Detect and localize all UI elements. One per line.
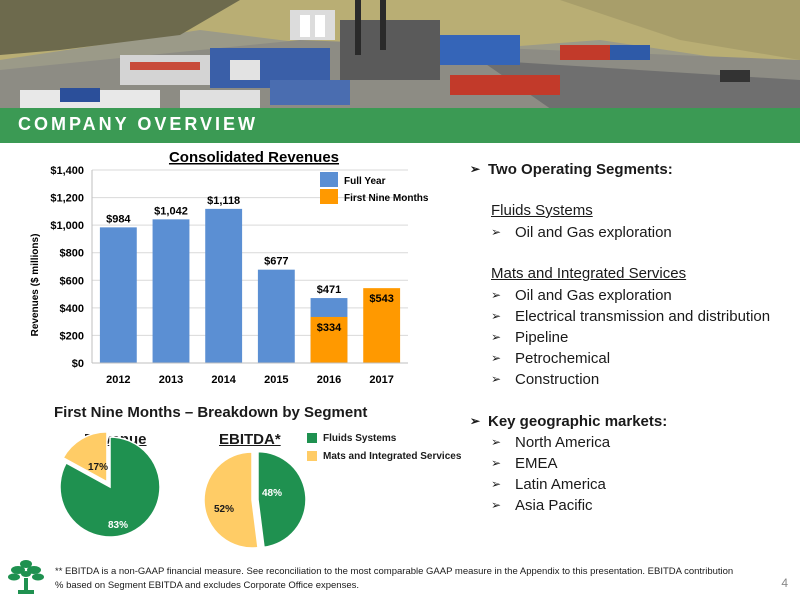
x-tick-label: 2014 xyxy=(211,374,236,386)
bar-label-full-year-2015: $677 xyxy=(264,256,288,268)
market-item: ➢ North America xyxy=(491,432,790,453)
banner-title: COMPANY OVERVIEW xyxy=(18,114,259,134)
hero-photo xyxy=(0,0,800,143)
market-item: ➢ Latin America xyxy=(491,474,790,495)
ebitda-pie-slice-0 xyxy=(257,450,307,549)
arrow-bullet-icon: ➢ xyxy=(491,330,502,344)
mats-item-text: Construction xyxy=(515,371,600,388)
market-item: ➢ EMEA xyxy=(491,453,790,474)
segment-breakdown-title: First Nine Months – Breakdown by Segment xyxy=(54,404,368,421)
legend-swatch-full-year xyxy=(320,172,338,187)
x-tick-label: 2015 xyxy=(264,374,288,386)
y-tick-label: $0 xyxy=(72,358,84,370)
fluids-item-text: Oil and Gas exploration xyxy=(515,224,672,241)
bar-full-year-2012 xyxy=(99,227,137,363)
mats-title: Mats and Integrated Services xyxy=(491,265,687,282)
mats-item: ➢ Pipeline xyxy=(491,327,790,348)
chart-title: Consolidated Revenues xyxy=(169,149,339,166)
mats-item-text: Petrochemical xyxy=(515,350,611,367)
consolidated-revenues-chart: Consolidated Revenues Revenues ($ millio… xyxy=(30,149,429,386)
y-tick-label: $200 xyxy=(60,330,84,342)
arrow-bullet-icon: ➢ xyxy=(491,372,502,386)
y-tick-label: $1,000 xyxy=(50,220,84,232)
revenue-pie-slice-1 xyxy=(62,431,108,484)
footnote: ** EBITDA is a non-GAAP financial measur… xyxy=(55,566,734,591)
x-tick-label: 2016 xyxy=(317,374,341,386)
bar-label-nine-months-2017: $543 xyxy=(369,293,393,305)
markets-heading-text: Key geographic markets: xyxy=(488,412,668,430)
arrow-bullet-icon: ➢ xyxy=(491,477,502,491)
bar-nine-months-2017 xyxy=(363,288,401,363)
bar-nine-months-2016 xyxy=(310,316,348,363)
arrow-bullet-icon: ➢ xyxy=(491,309,502,323)
mats-item: ➢ Construction xyxy=(491,369,790,390)
market-item-text: Latin America xyxy=(515,476,606,493)
legend-fluids: Fluids Systems xyxy=(323,432,397,444)
legend-nine-months: First Nine Months xyxy=(344,193,429,204)
fluids-title: Fluids Systems xyxy=(491,202,593,219)
market-item-text: Asia Pacific xyxy=(515,497,593,514)
y-tick-label: $600 xyxy=(60,275,84,287)
revenue-pie-label-0: 83% xyxy=(108,520,128,531)
chart-y-axis-label: Revenues ($ millions) xyxy=(30,234,41,337)
market-item: ➢ Asia Pacific xyxy=(491,495,790,516)
ebitda-pie-label-1: 52% xyxy=(214,504,234,515)
markets-heading: ➢ Key geographic markets: xyxy=(470,410,790,432)
market-item-text: EMEA xyxy=(515,455,558,472)
x-tick-label: 2017 xyxy=(369,374,393,386)
mats-item: ➢ Electrical transmission and distributio… xyxy=(491,306,790,327)
segments-heading-text: Two Operating Segments: xyxy=(488,160,673,178)
bar-full-year-2014 xyxy=(205,208,243,363)
arrow-bullet-icon: ➢ xyxy=(491,351,502,365)
bar-label-nine-months-2016: $334 xyxy=(317,322,342,334)
segment-legend: Fluids Systems Mats and Integrated Servi… xyxy=(307,430,461,466)
arrow-bullet-icon: ➢ xyxy=(491,225,502,239)
mats-item-text: Oil and Gas exploration xyxy=(515,287,672,304)
legend-swatch-fluids xyxy=(307,433,317,443)
y-tick-label: $400 xyxy=(60,303,84,315)
x-tick-label: 2012 xyxy=(106,374,130,386)
y-tick-label: $1,400 xyxy=(50,165,84,177)
ebitda-pie-label: EBITDA* xyxy=(219,431,281,448)
legend-full-year: Full Year xyxy=(344,176,386,187)
mats-item: ➢ Oil and Gas exploration xyxy=(491,285,790,306)
y-tick-label: $1,200 xyxy=(50,193,84,205)
x-tick-label: 2013 xyxy=(159,374,183,386)
bar-label-full-year-2014: $1,118 xyxy=(207,195,240,207)
mats-item: ➢ Petrochemical xyxy=(491,348,790,369)
operating-segments-panel: ➢ Two Operating Segments: Fluids Systems… xyxy=(470,158,790,516)
tree-logo-icon xyxy=(8,560,44,594)
arrow-bullet-icon: ➢ xyxy=(470,162,481,176)
fluids-item: ➢ Oil and Gas exploration xyxy=(491,222,790,243)
bar-label-full-year-2013: $1,042 xyxy=(154,205,188,217)
arrow-bullet-icon: ➢ xyxy=(491,498,502,512)
arrow-bullet-icon: ➢ xyxy=(491,288,502,302)
bar-label-full-year-2016: $471 xyxy=(317,284,341,296)
page-number: 4 xyxy=(781,576,788,590)
arrow-bullet-icon: ➢ xyxy=(491,456,502,470)
bar-label-full-year-2012: $984 xyxy=(106,213,131,225)
segments-heading: ➢ Two Operating Segments: xyxy=(470,158,790,180)
mats-item-text: Pipeline xyxy=(515,329,569,346)
legend-swatch-mats xyxy=(307,451,317,461)
revenue-pie-label-1: 17% xyxy=(88,462,108,473)
arrow-bullet-icon: ➢ xyxy=(491,435,502,449)
bar-full-year-2015 xyxy=(257,269,295,363)
section-banner: COMPANY OVERVIEW xyxy=(0,108,800,143)
legend-mats: Mats and Integrated Services xyxy=(323,450,462,462)
arrow-bullet-icon: ➢ xyxy=(470,414,481,428)
mats-item-text: Electrical transmission and distribution xyxy=(515,308,771,325)
bar-full-year-2013 xyxy=(152,219,190,363)
segment-pies: 83% 17% 48% 52% xyxy=(59,431,307,549)
market-item-text: North America xyxy=(515,434,611,451)
ebitda-pie-label-0: 48% xyxy=(262,488,282,499)
revenue-pie-slice-0 xyxy=(59,436,161,538)
legend-swatch-nine-months xyxy=(320,189,338,204)
ebitda-pie-slice-1 xyxy=(203,451,259,549)
y-tick-label: $800 xyxy=(60,248,84,260)
